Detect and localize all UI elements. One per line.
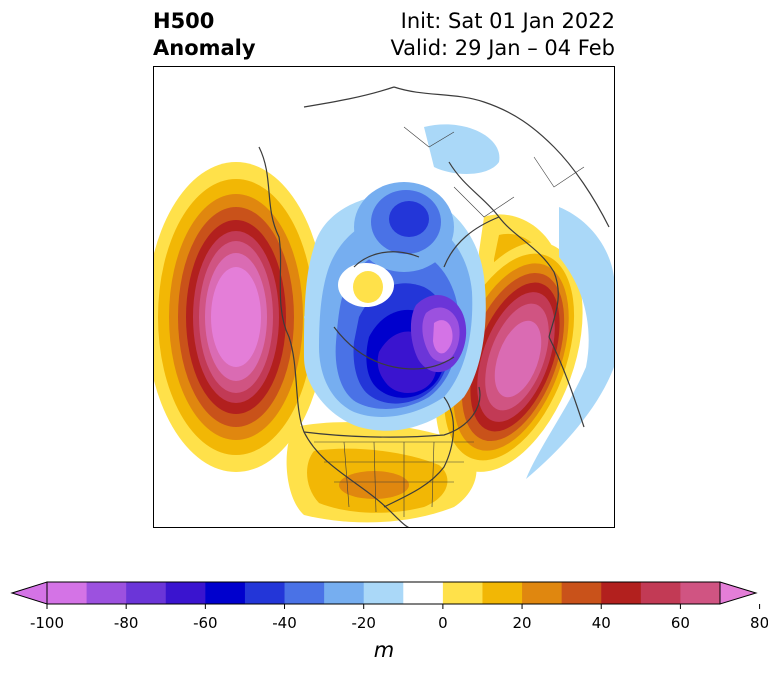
positive-anomaly-pacific: [154, 162, 326, 472]
coastlines: [258, 86, 610, 527]
colorbar-box: [403, 582, 444, 604]
colorbar-box: [482, 582, 523, 604]
colorbar-box: [561, 582, 602, 604]
colorbar-box: [205, 582, 246, 604]
colorbar-box: [363, 582, 404, 604]
colorbar-extend-min: [10, 581, 48, 605]
colorbar-tick-label: 60: [671, 614, 690, 632]
positive-anomaly-arctic-pocket: [338, 263, 394, 307]
colorbar-tick-label: -60: [193, 614, 218, 632]
colorbar-tick-label: 40: [592, 614, 611, 632]
colorbar-box: [442, 582, 483, 604]
anomaly-map: [154, 86, 614, 527]
colorbar-ticks: -100-80-60-40-20020406080100: [30, 604, 768, 632]
colorbar-extend-max: [719, 581, 758, 605]
colorbar-tick-label: 0: [438, 614, 448, 632]
colorbar-box: [86, 582, 127, 604]
colorbar-tick-label: -100: [30, 614, 64, 632]
colorbar-box: [640, 582, 681, 604]
map-panel: [153, 66, 615, 528]
colorbar-box: [680, 582, 721, 604]
init-date: Init: Sat 01 Jan 2022: [400, 9, 615, 33]
colorbar-tick-label: 80: [750, 614, 768, 632]
colorbar-box: [324, 582, 365, 604]
colorbar-box: [47, 582, 88, 604]
colorbar-box: [601, 582, 642, 604]
colorbar-unit-label: m: [373, 638, 395, 662]
colorbar-tick-label: -80: [114, 614, 139, 632]
colorbar: -100-80-60-40-20020406080100: [10, 581, 768, 632]
valid-range: Valid: 29 Jan – 04 Feb: [390, 36, 615, 60]
title-left: H500 Anomaly: [153, 8, 256, 62]
colorbar-box: [244, 582, 286, 604]
colorbar-box: [165, 582, 206, 604]
positive-anomaly-southern-us: [286, 422, 477, 523]
colorbar-box: [126, 582, 167, 604]
state-borders: [314, 126, 585, 517]
title-right: Init: Sat 01 Jan 2022 Valid: 29 Jan – 04…: [390, 8, 615, 62]
title-field: Anomaly: [153, 36, 256, 60]
title-variable: H500: [153, 9, 215, 33]
colorbar-outline: [46, 581, 721, 605]
colorbar-tick-label: -40: [272, 614, 297, 632]
colorbar-box: [522, 582, 563, 604]
negative-anomaly-siberia: [354, 182, 454, 272]
colorbar-tick-label: -20: [351, 614, 376, 632]
colorbar-box: [284, 582, 325, 604]
colorbar-boxes: [10, 581, 758, 605]
colorbar-tick-label: 20: [513, 614, 532, 632]
